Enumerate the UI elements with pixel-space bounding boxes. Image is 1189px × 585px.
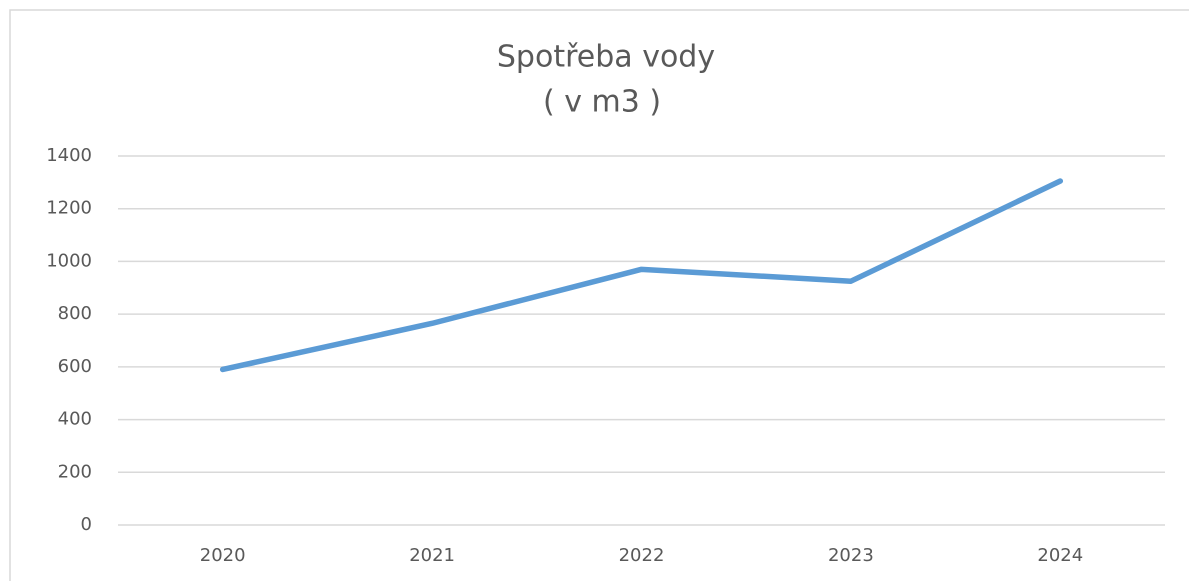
y-tick-label: 1200 (46, 198, 92, 219)
y-tick-label: 400 (58, 409, 92, 430)
y-tick-label: 800 (58, 303, 92, 324)
line-series (219, 178, 1064, 373)
x-tick-label: 2024 (1037, 545, 1083, 566)
chart-frame (9, 9, 1189, 585)
x-tick-label: 2023 (828, 545, 874, 566)
chart-title: Spotřeba vody (497, 40, 715, 75)
y-tick-label: 600 (58, 356, 92, 377)
x-tick-label: 2022 (619, 545, 665, 566)
y-tick-label: 1400 (46, 145, 92, 166)
y-tick-label: 0 (81, 514, 92, 535)
y-tick-label: 1000 (46, 250, 92, 271)
x-tick-label: 2021 (409, 545, 455, 566)
y-tick-label: 200 (58, 461, 92, 482)
chart-subtitle: ( v m3 ) (543, 85, 661, 120)
x-tick-label: 2020 (200, 545, 246, 566)
